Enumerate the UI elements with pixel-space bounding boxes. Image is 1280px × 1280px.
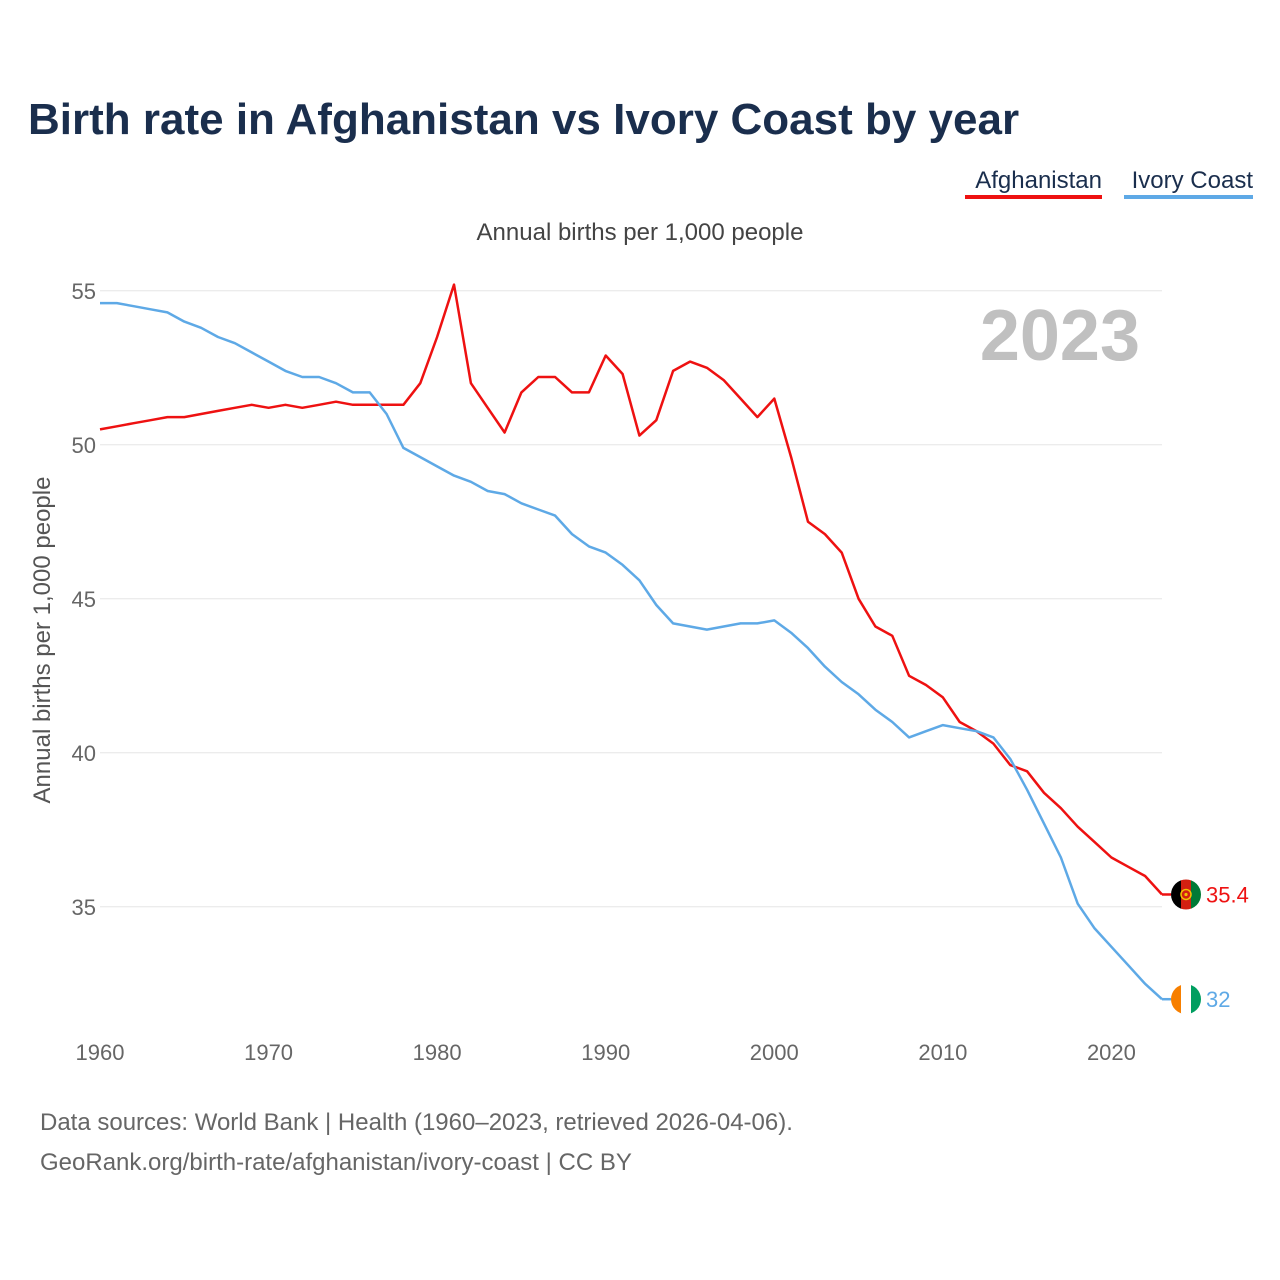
source-line: Data sources: World Bank | Health (1960–… [40,1109,793,1136]
end-value-label-afghanistan: 35.4 [1206,882,1249,907]
x-tick-label: 1960 [76,1040,125,1065]
afghanistan-flag-icon [1171,879,1201,910]
x-tick-label: 2020 [1087,1040,1136,1065]
x-tick-label: 1980 [413,1040,462,1065]
ivory-coast-flag-icon [1171,984,1201,1015]
url-line: GeoRank.org/birth-rate/afghanistan/ivory… [40,1149,632,1176]
y-tick-label: 45 [72,587,96,612]
y-tick-label: 35 [72,895,96,920]
legend-label-ivory-coast: Ivory Coast [1132,167,1254,194]
series-lines [99,283,1163,1001]
grid-lines [100,290,1162,908]
end-value-label-ivory-coast: 32 [1206,987,1230,1012]
y-axis-ticks: 35 40 45 50 55 [72,279,96,920]
y-axis-label: Annual births per 1,000 people [29,477,56,804]
legend-swatch-afghanistan [965,195,1102,199]
x-axis-ticks: 1960 1970 1980 1990 2000 2010 2020 [76,1040,1136,1065]
chart-subtitle: Annual births per 1,000 people [477,219,804,246]
x-tick-label: 1970 [244,1040,293,1065]
chart-title: Birth rate in Afghanistan vs Ivory Coast… [28,95,1019,144]
y-tick-label: 40 [72,741,96,766]
x-tick-label: 1990 [581,1040,630,1065]
y-tick-label: 55 [72,279,96,304]
series-line-ivory-coast [100,301,1163,1001]
x-tick-label: 2010 [918,1040,967,1065]
legend-label-afghanistan: Afghanistan [975,167,1102,194]
y-tick-label: 50 [72,433,96,458]
x-tick-label: 2000 [750,1040,799,1065]
legend: Afghanistan Ivory Coast [965,167,1253,199]
year-watermark: 2023 [980,296,1140,376]
end-markers: 35.4 32 [1162,879,1249,1015]
series-line-afghanistan [99,283,1163,896]
legend-swatch-ivory-coast [1124,195,1253,199]
